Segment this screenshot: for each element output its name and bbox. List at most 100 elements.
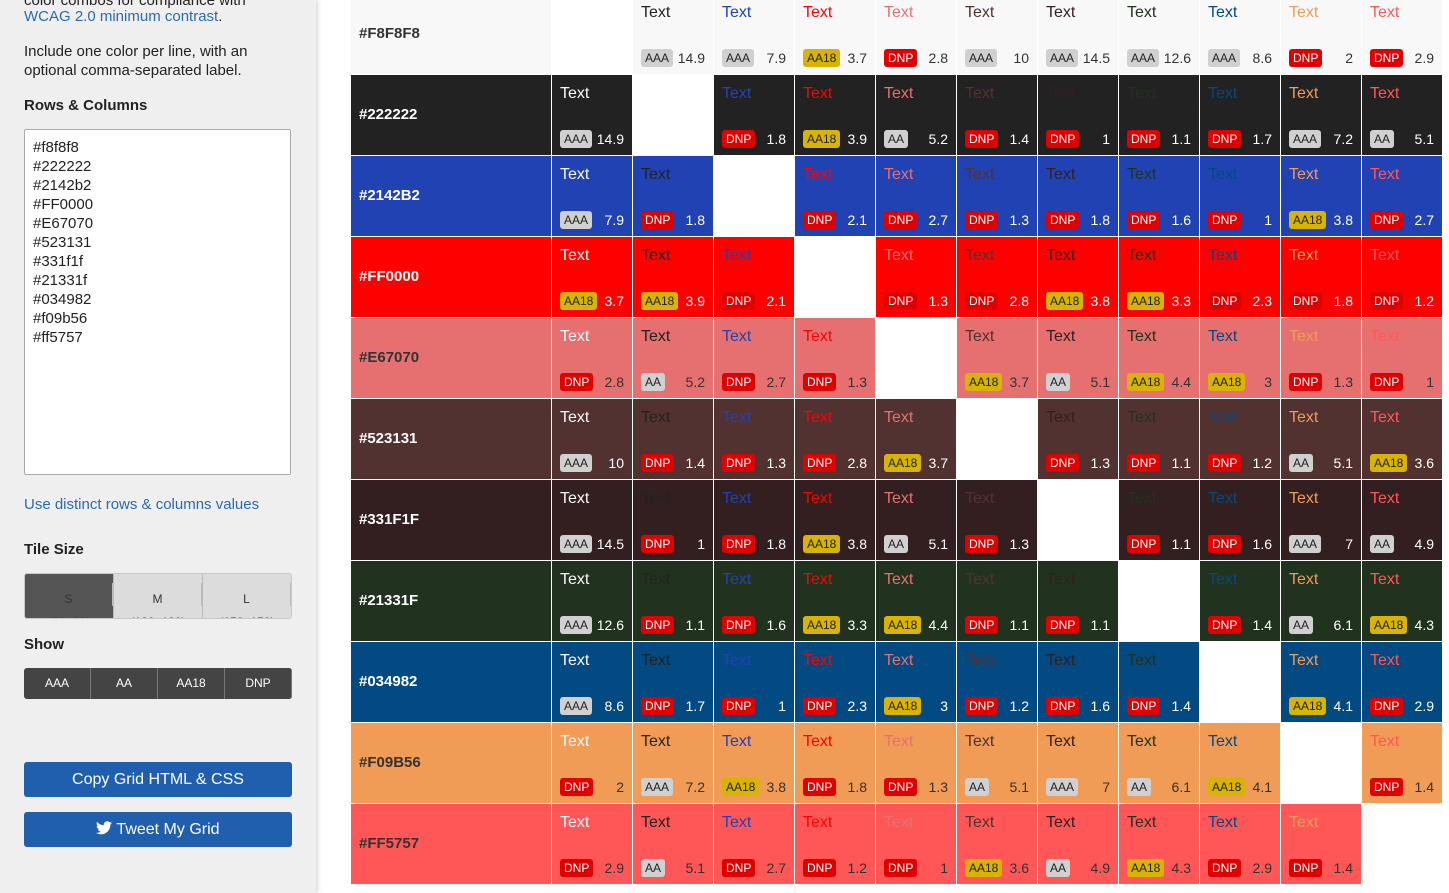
contrast-ratio: 1.2 [1414,293,1434,309]
grid-cell: Text DNP 1.4 [1362,723,1442,803]
compliance-badge: AA [1046,859,1071,877]
tile-size-option[interactable]: S(80×80) [25,574,114,618]
color-textarea[interactable]: #f8f8f8 #222222 #2142b2 #FF0000 #E67070 #5231… [24,129,291,475]
grid-cell: Text DNP 1.8 [633,156,713,236]
contrast-ratio: 2.7 [766,374,786,390]
sample-text: Text [1208,328,1238,345]
copy-button[interactable]: Copy Grid HTML & CSS [24,762,292,797]
sidebar: color combos for compliance with WCAG 2.… [0,0,316,893]
compliance-badge: DNP [1370,292,1404,310]
compliance-badge: AAA [560,211,593,229]
contrast-ratio: 7 [1102,779,1110,795]
contrast-ratio: 2.9 [1414,698,1434,714]
sample-text: Text [641,490,671,507]
contrast-ratio: 7 [1345,536,1353,552]
compliance-badge: DNP [1370,778,1404,796]
sample-text: Text [1370,247,1400,264]
row-label: #523131 [351,399,551,479]
grid-cell: Text DNP 1.1 [1119,399,1199,479]
grid-cell: Text DNP 1.1 [957,561,1037,641]
compliance-badge: DNP [884,859,918,877]
grid-cell: Text AAA 14.9 [633,0,713,74]
sample-text: Text [884,247,914,264]
contrast-ratio: 2.9 [1252,860,1272,876]
contrast-ratio: 7.9 [604,212,624,228]
compliance-badge: AAA [1289,130,1322,148]
grid-cell: Text AAA 7.9 [552,156,632,236]
grid-row: #E67070 Text DNP 2.8 Text AA 5.2 Text DNP 2.7 Text… [351,318,1443,398]
sample-text: Text [1289,490,1319,507]
grid-cell: Text DNP 1.1 [1119,75,1199,155]
grid-cell: Text DNP 1.2 [1200,399,1280,479]
sample-text: Text [1046,247,1076,264]
grid-cell: Text DNP 1.2 [795,804,875,884]
sample-text: Text [560,328,590,345]
tile-size-option[interactable]: M(100×100) [114,574,203,618]
show-option[interactable]: AAA [24,668,91,699]
sample-text: Text [803,571,833,588]
compliance-badge: AA18 [1046,292,1084,310]
compliance-badge: DNP [1370,49,1404,67]
tile-size-option[interactable]: L(150×150) [203,574,291,618]
sample-text: Text [722,409,752,426]
contrast-ratio: 1.3 [1090,455,1110,471]
distinct-link[interactable]: Use distinct rows & columns values [24,496,260,513]
tweet-button[interactable]: Tweet My Grid [24,812,292,847]
grid-row: #034982 Text AAA 8.6 Text DNP 1.7 Text DNP 1 Text D… [351,642,1443,722]
grid-cell: Text AAA 7.2 [1281,75,1361,155]
sample-text: Text [1046,814,1076,831]
grid-cell: Text AA 5.1 [957,723,1037,803]
grid-cell: Text DNP 2.3 [1200,237,1280,317]
tile-size-dims: (80×80) [25,606,113,618]
sample-text: Text [884,166,914,183]
grid-cell: Text AA 5.1 [1362,75,1442,155]
contrast-ratio: 3.8 [847,536,867,552]
sample-text: Text [1370,328,1400,345]
grid-cell: Text AA18 3.8 [1281,156,1361,236]
contrast-ratio: 4.4 [928,617,948,633]
grid-cell: Text AA18 3.8 [1038,237,1118,317]
twitter-icon [96,821,113,835]
intro-line: WCAG 2.0 minimum contrast. [24,7,222,26]
compliance-badge: DNP [1046,697,1080,715]
compliance-badge: AA18 [1370,454,1408,472]
sample-text: Text [803,733,833,750]
show-option[interactable]: DNP [225,668,292,699]
show-option[interactable]: AA18 [158,668,225,699]
grid-cell: Text DNP 1.2 [1362,237,1442,317]
contrast-ratio: 1.3 [928,293,948,309]
compliance-badge: DNP [1289,373,1323,391]
contrast-ratio: 5.1 [928,536,948,552]
sample-text: Text [1208,814,1238,831]
sample-text: Text [1127,247,1157,264]
compliance-badge: DNP [1370,697,1404,715]
compliance-badge: DNP [560,859,594,877]
compliance-badge: AA18 [1370,616,1408,634]
contrast-ratio: 5.1 [1009,779,1029,795]
contrast-ratio: 5.1 [1090,374,1110,390]
grid-cell: Text AA 5.2 [876,75,956,155]
grid-cell: Text AAA 12.6 [1119,0,1199,74]
grid-cell: Text DNP 2.9 [552,804,632,884]
compliance-badge: AA18 [803,49,841,67]
sample-text: Text [965,490,995,507]
sample-text: Text [1046,652,1076,669]
compliance-badge: AA18 [722,778,760,796]
show-option[interactable]: AA [91,668,158,699]
wcag-link[interactable]: WCAG 2.0 minimum contrast [24,8,219,25]
grid-row: #FF5757 Text DNP 2.9 Text AA 5.1 Text DNP 2.7 Text… [351,804,1443,884]
contrast-ratio: 4.9 [1090,860,1110,876]
contrast-ratio: 1 [697,536,705,552]
row-label: #21331F [351,561,551,641]
sample-text: Text [884,814,914,831]
contrast-ratio: 1.4 [1252,617,1272,633]
sample-text: Text [722,814,752,831]
grid-cell: Text AA18 4.4 [876,561,956,641]
grid-cell: Text AA18 4.1 [1200,723,1280,803]
grid-cell: Text AA18 3.7 [957,318,1037,398]
compliance-badge: DNP [803,373,837,391]
sample-text: Text [1370,490,1400,507]
compliance-badge: AAA [641,778,674,796]
contrast-ratio: 1.6 [766,617,786,633]
